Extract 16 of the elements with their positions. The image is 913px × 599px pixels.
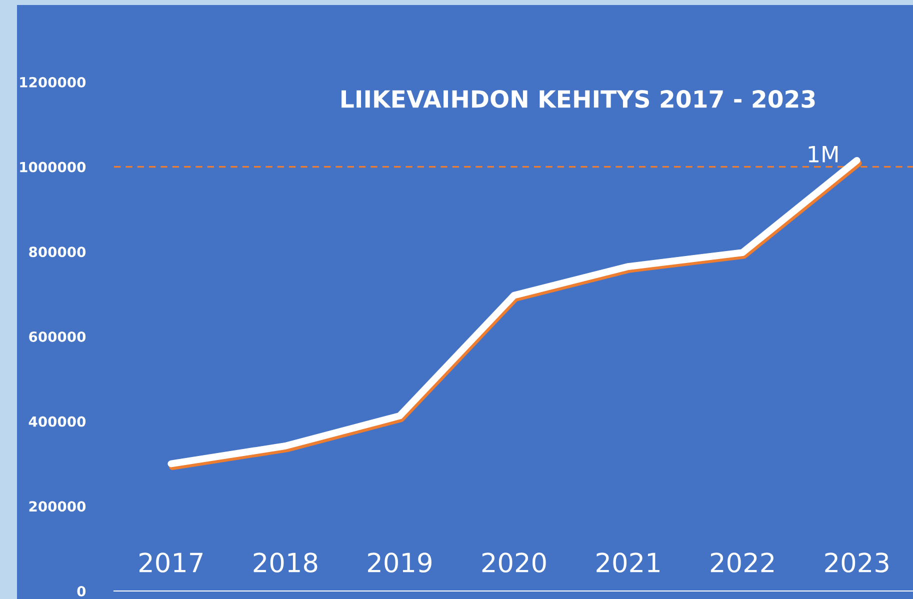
y-tick-label: 400000 <box>28 416 86 427</box>
chart-title: LIIKEVAIHDON KEHITYS 2017 - 2023 <box>342 90 815 108</box>
y-tick-label: 600000 <box>29 331 86 342</box>
x-tick-label: 2021 <box>596 552 660 573</box>
x-tick-label: 2020 <box>482 552 546 573</box>
y-tick-label: 0 <box>77 586 86 596</box>
x-tick-label: 2023 <box>825 552 888 573</box>
y-tick-label: 800000 <box>29 246 86 258</box>
x-tick-label: 2017 <box>139 552 202 573</box>
x-tick-label: 2022 <box>710 552 774 573</box>
y-tick-label: 1200000 <box>20 76 86 88</box>
x-tick-label: 2019 <box>368 552 432 573</box>
y-tick-label: 200000 <box>29 501 86 512</box>
y-tick-label: 1000000 <box>20 162 86 172</box>
ref-line-label: 1M <box>808 146 838 162</box>
x-tick-label: 2018 <box>254 552 318 573</box>
